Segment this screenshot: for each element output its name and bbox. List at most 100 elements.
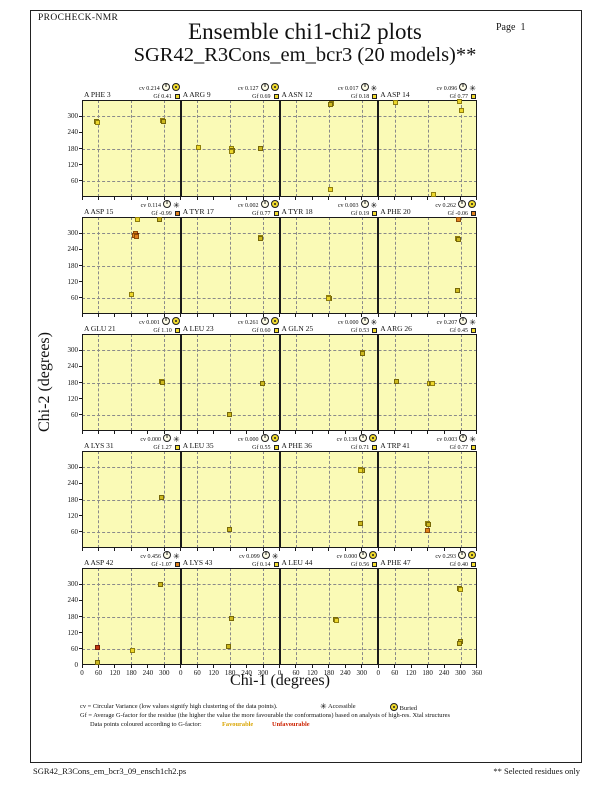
x-tick-label: 240: [340, 669, 351, 677]
accessible-icon: ✳: [271, 552, 279, 561]
x-tick: [130, 665, 132, 668]
cv-dial-icon: [360, 83, 369, 91]
x-tick: [377, 431, 379, 434]
data-point: [226, 526, 232, 532]
y-tick-label: 60: [71, 293, 78, 302]
x-tick: [180, 548, 182, 551]
gf-swatch: [273, 93, 279, 99]
plot-header: A LYS 43 cv 0.099 ✳ Gf 0.14: [181, 551, 280, 568]
data-point: [425, 527, 431, 533]
residue-label: A GLN 25: [281, 324, 314, 333]
y-tick-label: 240: [67, 596, 79, 605]
x-tick: [262, 665, 264, 668]
y-tick: [79, 599, 82, 601]
y-tick-label: 60: [71, 644, 78, 653]
buried-icon: [369, 551, 378, 559]
buried-icon: [171, 83, 180, 91]
x-tick: [196, 431, 198, 434]
data-point: [94, 659, 100, 665]
residue-label: A ARG 9: [182, 90, 211, 99]
plot-divider: [278, 334, 281, 431]
gf-value: Gf 0.53: [350, 328, 370, 334]
legend-accessible-label: Accessible: [327, 703, 356, 710]
x-tick: [311, 431, 313, 434]
x-tick: [344, 197, 346, 200]
cv-dial-icon: [260, 200, 269, 208]
gf-swatch: [174, 561, 180, 567]
cv-dial-icon: [261, 551, 270, 559]
y-tick: [79, 515, 82, 517]
x-tick: [81, 431, 83, 434]
accessible-icon: ✳: [370, 84, 378, 93]
residue-label: A TYR 18: [281, 207, 313, 216]
plot-divider: [179, 451, 182, 548]
x-tick: [361, 665, 363, 668]
x-tick: [311, 548, 313, 551]
data-point: [459, 108, 465, 114]
data-point: [159, 495, 165, 501]
plot-divider: [179, 100, 182, 197]
residue-label: A PHE 47: [380, 558, 411, 567]
residue-stats: cv 0.127 Gf 0.69: [238, 83, 279, 101]
x-tick: [196, 197, 198, 200]
footer-filename: SGR42_R3Cons_em_bcr3_09_ensch1ch2.ps: [33, 766, 187, 776]
x-tick: [246, 197, 248, 200]
x-tick: [410, 431, 412, 434]
x-tick: [213, 548, 215, 551]
x-tick: [344, 314, 346, 317]
data-point: [430, 380, 436, 386]
cv-value: cv 0.138: [336, 437, 358, 443]
y-tick-label: 60: [71, 410, 78, 419]
y-tick: [79, 164, 82, 166]
cv-dial-icon: [360, 317, 369, 325]
x-tick: [147, 431, 149, 434]
legend-unfavourable-label: Unfavourable: [272, 721, 310, 728]
page-number: Page 1: [496, 22, 526, 33]
gf-value: Gf 1.27: [153, 445, 172, 451]
residue-stats: cv 0.114 ✳ Gf -0.99: [141, 200, 180, 218]
x-tick: [460, 548, 462, 551]
residue-stats: cv 0.000 Gf 0.56: [337, 551, 378, 569]
x-tick: [196, 548, 198, 551]
gf-value: Gf 0.77: [252, 211, 271, 217]
cv-dial-icon: [459, 317, 468, 325]
y-tick-label: 300: [67, 580, 79, 589]
app-label: PROCHECK-NMR: [38, 13, 119, 23]
data-point: [133, 233, 139, 239]
x-tick: [460, 431, 462, 434]
buried-icon: [270, 434, 279, 442]
residue-stats: cv 0.261 Gf 0.60: [238, 317, 279, 335]
data-point: [328, 102, 334, 108]
y-tick-label: 180: [67, 612, 79, 621]
plot-header: A ARG 26 cv 0.207 ✳ Gf 0.45: [378, 317, 477, 334]
cv-value: cv 0.002: [237, 203, 259, 209]
residue-label: A LEU 44: [281, 558, 313, 567]
x-tick: [279, 548, 280, 551]
x-tick-label: 60: [94, 669, 102, 677]
x-tick: [229, 197, 231, 200]
cv-dial-icon: [161, 317, 170, 325]
x-tick: [97, 548, 99, 551]
y-tick-label: 240: [67, 362, 79, 371]
data-point: [431, 192, 437, 198]
x-tick: [328, 665, 330, 668]
x-tick: [279, 431, 280, 434]
gf-value: Gf 0.60: [252, 328, 271, 334]
x-tick: [394, 431, 396, 434]
accessible-icon: ✳: [469, 318, 476, 327]
y-tick: [79, 499, 82, 500]
x-tick-label: 180: [323, 669, 335, 677]
y-tick: [79, 131, 82, 133]
x-tick: [229, 665, 231, 668]
data-point: [357, 468, 363, 474]
residue-stats: cv 0.017 ✳ Gf 0.18: [338, 83, 378, 101]
plot-header: A LEU 23 cv 0.261 Gf 0.60: [181, 317, 280, 335]
y-tick-label: 120: [67, 628, 79, 637]
gf-value: Gf 0.18: [350, 94, 370, 100]
y-axis-label: Chi-2 (degrees): [36, 332, 53, 432]
residue-label: A LYS 43: [182, 558, 213, 567]
x-tick: [460, 665, 462, 668]
cv-value: cv 0.114: [140, 203, 162, 209]
y-tick-label: 180: [67, 261, 79, 270]
x-tick: [213, 197, 215, 200]
